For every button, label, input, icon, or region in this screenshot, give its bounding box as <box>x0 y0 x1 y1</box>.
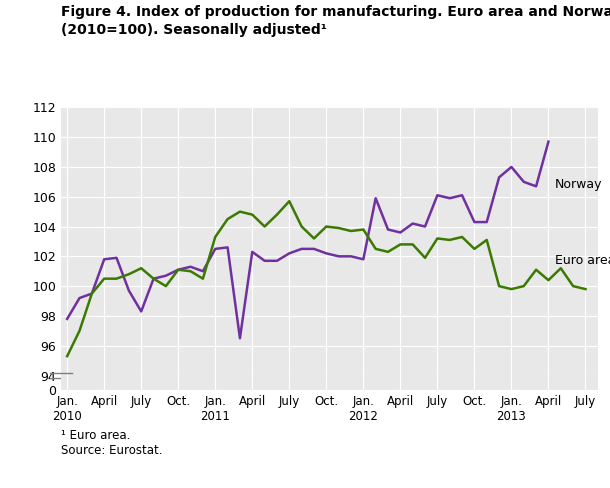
Text: Euro area: Euro area <box>554 254 610 267</box>
Text: Figure 4. Index of production for manufacturing. Euro area and Norway
(2010=100): Figure 4. Index of production for manufa… <box>61 5 610 37</box>
Text: Norway: Norway <box>554 178 602 191</box>
Text: ¹ Euro area.
Source: Eurostat.: ¹ Euro area. Source: Eurostat. <box>61 429 162 457</box>
